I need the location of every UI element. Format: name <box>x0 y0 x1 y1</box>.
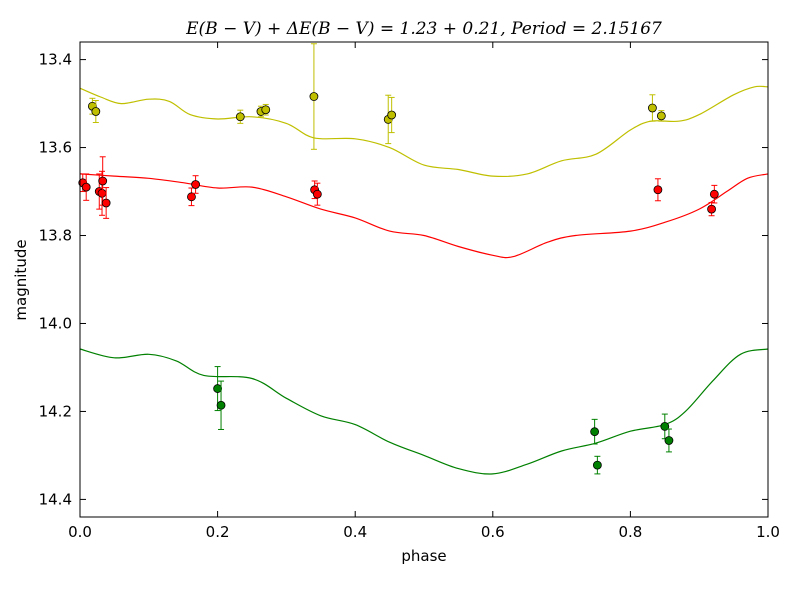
series-0-point <box>656 111 666 121</box>
series-1-point <box>101 198 111 208</box>
x-tick-label: 0.4 <box>343 523 367 541</box>
plot-frame <box>79 41 769 518</box>
y-axis: 13.4 13.6 13.8 14.0 14.2 14.4 <box>39 51 768 508</box>
y-tick-label: 14.2 <box>39 402 72 420</box>
data-points <box>78 43 719 475</box>
series-0-point <box>261 105 271 115</box>
series-1-point <box>707 204 716 214</box>
series-2-point <box>592 460 602 470</box>
series-0-point <box>235 112 245 122</box>
x-tick-label: 0.8 <box>618 523 642 541</box>
chart-title: E(B − V) + ΔE(B − V) = 1.23 + 0.21, Peri… <box>185 19 662 39</box>
series-1-point <box>191 180 200 189</box>
y-tick-label: 13.8 <box>39 227 72 245</box>
series-1-point <box>187 192 196 202</box>
series-1-point <box>709 189 719 199</box>
x-axis-label: phase <box>401 547 446 565</box>
series-0-point <box>91 107 101 116</box>
y-tick-label: 13.4 <box>39 51 72 69</box>
series-2-point <box>213 384 223 393</box>
series-0-point <box>648 103 657 113</box>
y-tick-label: 14.0 <box>39 314 72 332</box>
series-1-point <box>98 176 108 186</box>
series-2-point <box>590 427 600 437</box>
model-curves <box>79 85 769 475</box>
x-axis: 0.0 0.2 0.4 0.6 0.8 1.0 <box>68 42 780 541</box>
series-2-point <box>216 400 226 410</box>
x-tick-label: 0.0 <box>68 523 92 541</box>
series-0-curve <box>79 85 769 178</box>
series-1-point <box>97 188 107 198</box>
series-0-point <box>387 110 397 120</box>
series-1-point <box>81 182 91 192</box>
series-2-point <box>664 436 674 445</box>
y-tick-label: 13.6 <box>39 139 72 157</box>
y-axis-label: magnitude <box>12 239 30 320</box>
series-2-curve <box>79 348 769 475</box>
series-0-point <box>309 92 319 101</box>
series-1-point <box>312 189 322 199</box>
x-tick-label: 0.2 <box>206 523 230 541</box>
series-1-curve <box>79 173 769 259</box>
series-2-point <box>660 421 670 431</box>
y-tick-label: 14.4 <box>39 490 72 508</box>
x-tick-label: 0.6 <box>481 523 505 541</box>
x-tick-label: 1.0 <box>756 523 780 541</box>
series-1-point <box>653 185 663 195</box>
